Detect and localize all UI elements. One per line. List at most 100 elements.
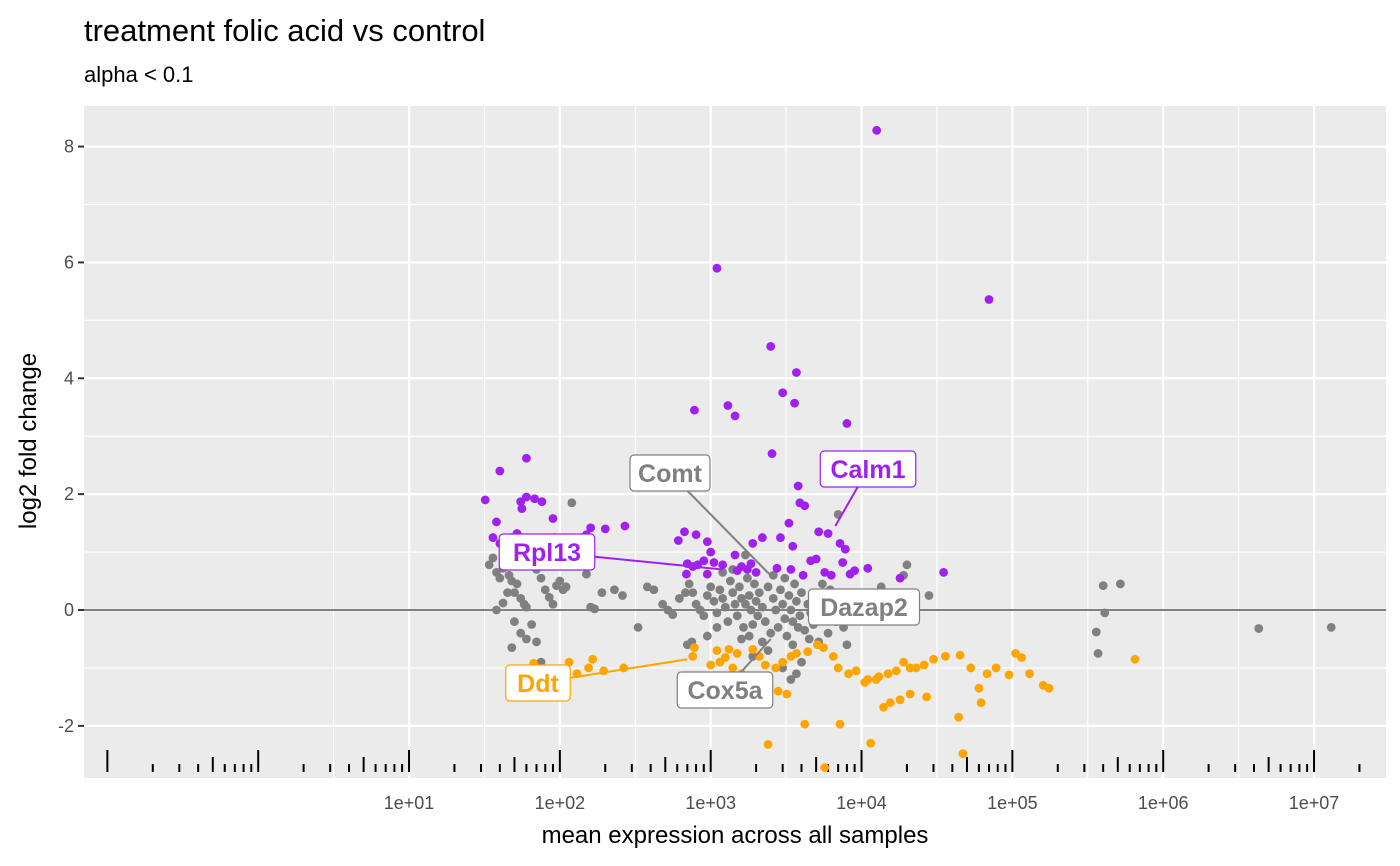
y-tick-label: 2 — [64, 484, 74, 504]
data-point-ns — [754, 588, 764, 598]
data-point-down — [919, 660, 929, 670]
data-point-ns — [771, 605, 781, 615]
data-point-ns — [684, 579, 694, 589]
data-point-down — [958, 749, 968, 759]
data-point-ns — [702, 631, 712, 641]
data-point-ns — [902, 560, 912, 570]
data-point-ns — [788, 640, 798, 650]
data-point-up — [706, 547, 716, 557]
data-point-down — [773, 686, 783, 696]
data-point-down — [690, 643, 699, 653]
data-point-up — [835, 538, 845, 548]
data-point-down — [885, 698, 895, 708]
data-point-ns — [784, 591, 794, 600]
data-point-ns — [746, 605, 756, 615]
y-tick-label: 8 — [64, 137, 74, 157]
data-point-ns — [780, 614, 790, 624]
data-point-ns — [649, 585, 659, 595]
gene-label: Dazap2 — [820, 594, 908, 622]
data-point-ns — [757, 602, 767, 612]
data-point-ns — [795, 611, 805, 621]
data-point-down — [879, 702, 888, 712]
data-point-down — [982, 669, 992, 679]
data-point-down — [792, 649, 801, 658]
gene-label-box — [676, 671, 774, 709]
data-point-ns — [773, 622, 783, 632]
data-point-down — [748, 644, 758, 654]
data-point-down — [828, 651, 838, 661]
data-point-down — [564, 657, 574, 667]
data-point-up — [814, 527, 824, 537]
data-point-ns — [642, 582, 652, 592]
data-point-down — [732, 649, 742, 658]
x-tick-label: 1e+02 — [535, 793, 586, 813]
data-point-down — [588, 654, 598, 664]
data-point-down — [871, 675, 881, 684]
data-point-ns — [718, 594, 728, 603]
data-point-down — [820, 763, 830, 772]
data-point-up — [492, 517, 501, 527]
data-point-down — [1004, 670, 1014, 680]
gene-label: Calm1 — [830, 456, 905, 484]
y-tick-label: 0 — [64, 600, 74, 620]
gene-label: Cox5a — [687, 677, 763, 705]
y-tick-label: 4 — [64, 368, 74, 388]
chart-title: treatment folic acid vs control — [84, 13, 485, 48]
data-point-up — [732, 566, 742, 576]
data-point-ns — [742, 573, 752, 583]
data-point-ns — [618, 591, 627, 600]
data-point-ns — [797, 588, 806, 598]
data-point-ns — [712, 608, 722, 618]
data-point-down — [706, 660, 716, 670]
data-point-ns — [817, 579, 827, 589]
data-point-ns — [768, 594, 778, 603]
x-tick-label: 1e+07 — [1289, 793, 1340, 813]
data-point-ns — [786, 605, 796, 615]
data-point-ns — [522, 634, 531, 644]
data-point-ns — [610, 585, 619, 595]
data-point-ns — [739, 622, 748, 632]
data-point-up — [718, 560, 728, 570]
gene-label-box — [505, 664, 571, 702]
data-point-up — [548, 514, 558, 523]
data-point-ns — [532, 637, 541, 647]
data-point-down — [976, 698, 986, 708]
data-point-down — [584, 663, 593, 673]
data-point-ns — [674, 594, 684, 603]
data-point-ns — [792, 596, 801, 606]
data-point-up — [522, 453, 531, 463]
data-point-up — [690, 405, 699, 415]
data-point-up — [838, 558, 848, 567]
data-point-down — [905, 689, 915, 699]
data-point-ns — [744, 631, 754, 641]
data-point-down — [899, 657, 908, 667]
data-point-ns — [688, 588, 698, 598]
data-point-ns — [516, 628, 526, 638]
data-point-up — [681, 569, 691, 579]
data-point-up — [723, 401, 733, 410]
gene-label-box — [498, 533, 596, 571]
data-point-ns — [706, 582, 716, 592]
data-point-ns — [778, 599, 788, 609]
data-point-ns — [720, 602, 730, 612]
data-point-down — [1017, 653, 1026, 662]
data-point-ns — [750, 579, 759, 589]
data-point-down — [860, 678, 870, 687]
data-point-down — [991, 663, 1001, 673]
data-point-ns — [723, 617, 733, 626]
data-point-up — [823, 529, 833, 538]
data-point-down — [929, 654, 938, 664]
data-point-ns — [555, 576, 565, 586]
data-point-down — [851, 666, 861, 676]
data-point-down — [835, 719, 845, 729]
data-point-down — [911, 663, 921, 673]
data-point-ns — [760, 617, 770, 626]
data-point-up — [788, 541, 798, 551]
data-point-up — [820, 567, 830, 577]
data-point-ns — [561, 582, 571, 592]
data-point-ns — [793, 622, 803, 632]
x-axis-label: mean expression across all samples — [542, 822, 929, 849]
data-point-ns — [842, 640, 852, 650]
data-point-ns — [709, 596, 719, 606]
